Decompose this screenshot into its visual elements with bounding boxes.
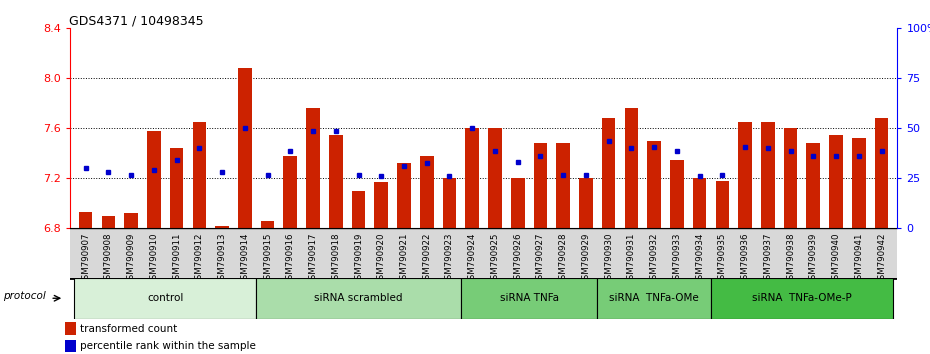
Text: percentile rank within the sample: percentile rank within the sample (80, 341, 256, 351)
Bar (397, 163, 411, 228)
Bar (461, 278, 597, 319)
Text: GSM790907: GSM790907 (81, 232, 90, 285)
Bar (306, 108, 320, 228)
Text: protocol: protocol (4, 291, 46, 301)
Text: GSM790938: GSM790938 (786, 232, 795, 285)
Text: GSM790927: GSM790927 (536, 232, 545, 285)
Bar (693, 178, 707, 228)
Text: GSM790913: GSM790913 (218, 232, 227, 285)
Bar (579, 178, 592, 228)
Text: GSM790910: GSM790910 (150, 232, 158, 285)
Bar (74, 278, 256, 319)
Text: GSM790932: GSM790932 (650, 232, 658, 285)
Text: GSM790929: GSM790929 (581, 232, 591, 285)
Bar (101, 216, 115, 228)
Bar (256, 278, 461, 319)
Text: GSM790926: GSM790926 (513, 232, 523, 285)
Text: GSM790922: GSM790922 (422, 232, 432, 285)
Text: GSM790919: GSM790919 (354, 232, 363, 285)
Bar (875, 118, 888, 228)
Bar (375, 182, 388, 228)
Text: siRNA  TNFa-OMe-P: siRNA TNFa-OMe-P (752, 293, 852, 303)
Bar (488, 128, 502, 228)
Text: GDS4371 / 10498345: GDS4371 / 10498345 (69, 14, 204, 27)
Text: GSM790930: GSM790930 (604, 232, 613, 285)
Text: GSM790918: GSM790918 (331, 232, 340, 285)
Text: GSM790937: GSM790937 (764, 232, 772, 285)
Bar (352, 191, 365, 228)
Bar (534, 143, 547, 228)
Bar (215, 226, 229, 228)
Bar (647, 141, 661, 228)
Bar (420, 156, 433, 228)
Bar (238, 68, 252, 228)
Text: GSM790934: GSM790934 (695, 232, 704, 285)
Bar (830, 135, 843, 228)
Text: GSM790921: GSM790921 (400, 232, 408, 285)
Bar (170, 148, 183, 228)
Bar (260, 221, 274, 228)
Text: GSM790917: GSM790917 (309, 232, 317, 285)
Bar (65, 322, 76, 335)
Text: GSM790928: GSM790928 (559, 232, 567, 285)
Text: GSM790924: GSM790924 (468, 232, 477, 285)
Bar (806, 143, 820, 228)
Text: GSM790925: GSM790925 (490, 232, 499, 285)
Text: GSM790941: GSM790941 (855, 232, 863, 285)
Bar (597, 278, 711, 319)
Bar (65, 340, 76, 352)
Text: GSM790920: GSM790920 (377, 232, 386, 285)
Bar (602, 118, 616, 228)
Text: GSM790909: GSM790909 (126, 232, 136, 285)
Bar (443, 178, 457, 228)
Bar (711, 278, 893, 319)
Bar (284, 156, 298, 228)
Text: siRNA  TNFa-OMe: siRNA TNFa-OMe (609, 293, 699, 303)
Text: GSM790915: GSM790915 (263, 232, 272, 285)
Bar (79, 212, 92, 228)
Text: GSM790940: GSM790940 (831, 232, 841, 285)
Text: transformed count: transformed count (80, 324, 178, 333)
Bar (193, 122, 206, 228)
Bar (784, 128, 797, 228)
Text: siRNA scrambled: siRNA scrambled (314, 293, 403, 303)
Text: GSM790914: GSM790914 (240, 232, 249, 285)
Bar (556, 143, 570, 228)
Text: GSM790908: GSM790908 (104, 232, 113, 285)
Bar (852, 138, 866, 228)
Text: siRNA TNFa: siRNA TNFa (499, 293, 559, 303)
Bar (125, 213, 138, 228)
Text: GSM790912: GSM790912 (195, 232, 204, 285)
Text: GSM790933: GSM790933 (672, 232, 682, 285)
Text: GSM790939: GSM790939 (809, 232, 817, 285)
Bar (147, 131, 161, 228)
Bar (625, 108, 638, 228)
Bar (511, 178, 525, 228)
Text: GSM790923: GSM790923 (445, 232, 454, 285)
Text: GSM790911: GSM790911 (172, 232, 181, 285)
Bar (329, 135, 342, 228)
Text: GSM790916: GSM790916 (286, 232, 295, 285)
Bar (670, 160, 684, 228)
Text: GSM790935: GSM790935 (718, 232, 727, 285)
Text: GSM790936: GSM790936 (740, 232, 750, 285)
Bar (761, 122, 775, 228)
Text: GSM790942: GSM790942 (877, 232, 886, 285)
Text: control: control (147, 293, 183, 303)
Bar (715, 181, 729, 228)
Bar (738, 122, 752, 228)
Text: GSM790931: GSM790931 (627, 232, 636, 285)
Bar (465, 128, 479, 228)
